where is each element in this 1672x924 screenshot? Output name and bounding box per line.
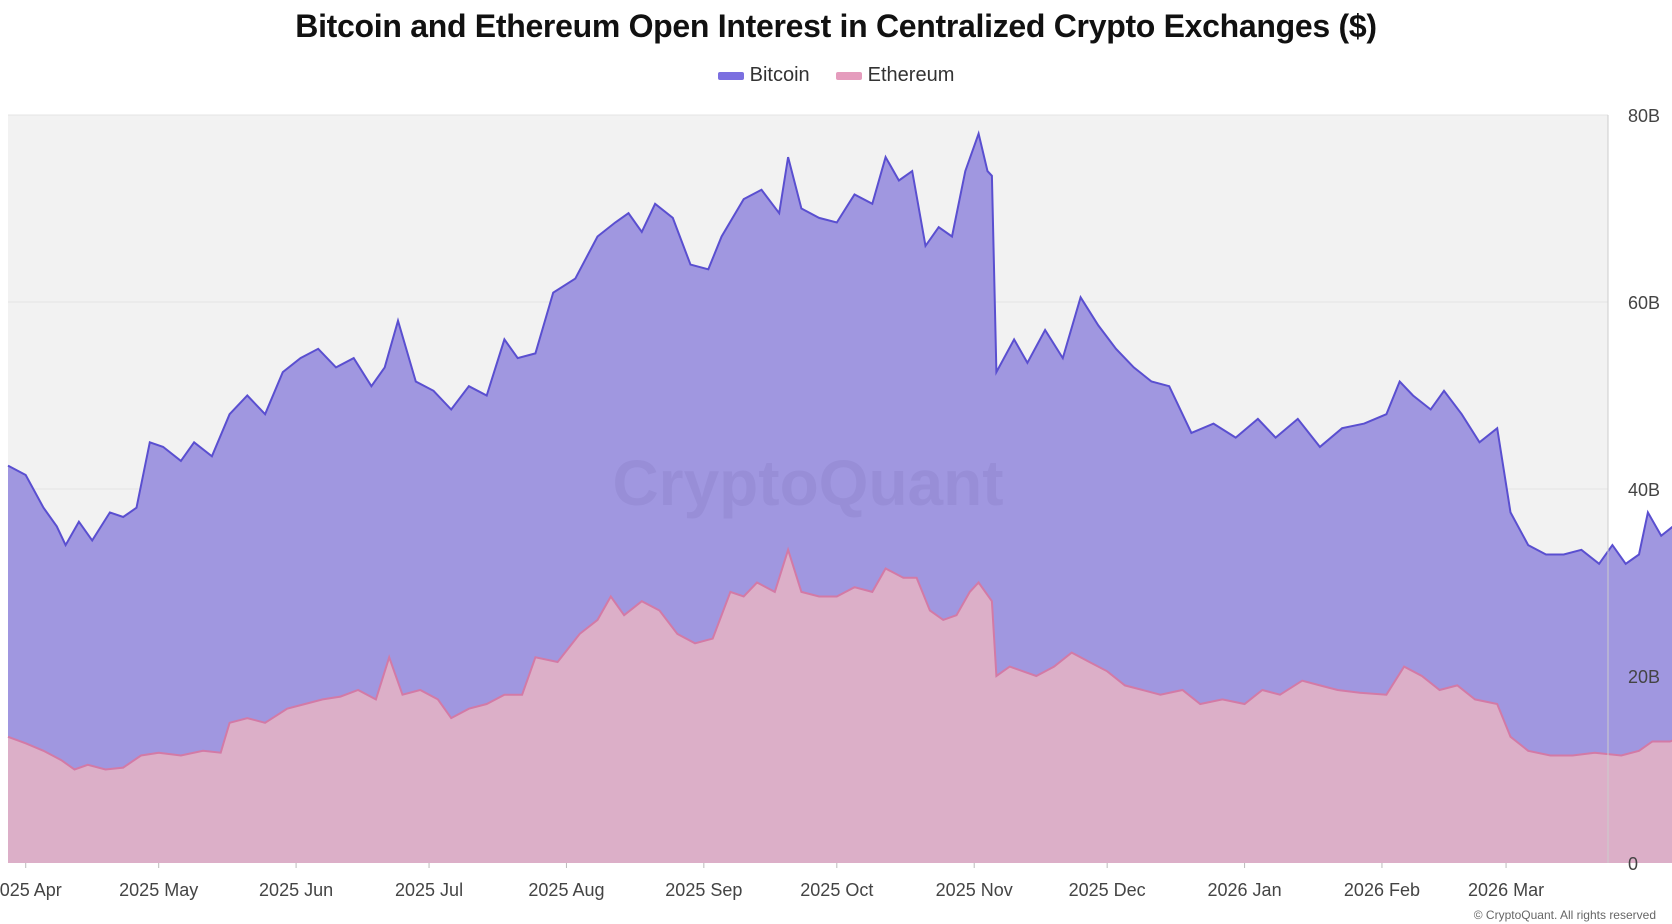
watermark: CryptoQuant xyxy=(612,447,1003,519)
legend-swatch-ethereum xyxy=(835,71,862,80)
legend-swatch-bitcoin xyxy=(717,71,744,80)
bitcoin-line[interactable] xyxy=(7,130,1672,566)
y-tick-label: 80B xyxy=(1628,106,1660,126)
x-tick-label: 2025 Apr xyxy=(0,880,62,900)
chart-title: Bitcoin and Ethereum Open Interest in Ce… xyxy=(295,8,1377,44)
x-tick-label: 2026 Feb xyxy=(1344,880,1420,900)
x-tick-label: 2026 Mar xyxy=(1468,880,1544,900)
y-tick-label: 20B xyxy=(1628,667,1660,687)
x-tick-label: 2025 Oct xyxy=(800,880,873,900)
y-tick-label: 40B xyxy=(1628,480,1660,500)
legend-label-bitcoin: Bitcoin xyxy=(749,64,810,86)
legend-label-ethereum: Ethereum xyxy=(867,64,955,86)
x-axis-ticks: 2025 Apr 2025 May 2025 Jun 2025 Jul 2025 Aug… xyxy=(0,863,1544,900)
x-tick-label: 2025 Aug xyxy=(528,880,604,900)
ethereum-area[interactable] xyxy=(8,549,1672,863)
x-tick-label: 2025 Jun xyxy=(259,880,333,900)
legend: Bitcoin Ethereum xyxy=(0,64,1672,87)
x-tick-label: 2026 Jan xyxy=(1208,880,1282,900)
x-tick-label: 2025 Sep xyxy=(665,880,742,900)
ethereum-line[interactable] xyxy=(7,546,1672,771)
bitcoin-area[interactable] xyxy=(8,133,1672,863)
y-tick-label: 0 xyxy=(1628,854,1638,874)
y-tick-label: 60B xyxy=(1628,293,1660,313)
legend-item-bitcoin[interactable]: Bitcoin xyxy=(717,64,810,87)
legend-item-ethereum[interactable]: Ethereum xyxy=(835,64,955,87)
x-tick-label: 2025 May xyxy=(119,880,198,900)
y-axis-ticks: 0 20B 40B 60B 80B xyxy=(1628,106,1660,874)
x-tick-label: 2025 Dec xyxy=(1069,880,1146,900)
x-tick-label: 2025 Nov xyxy=(936,880,1013,900)
copyright-footer: © CryptoQuant. All rights reserved xyxy=(1473,908,1656,922)
x-tick-label: 2025 Jul xyxy=(395,880,463,900)
